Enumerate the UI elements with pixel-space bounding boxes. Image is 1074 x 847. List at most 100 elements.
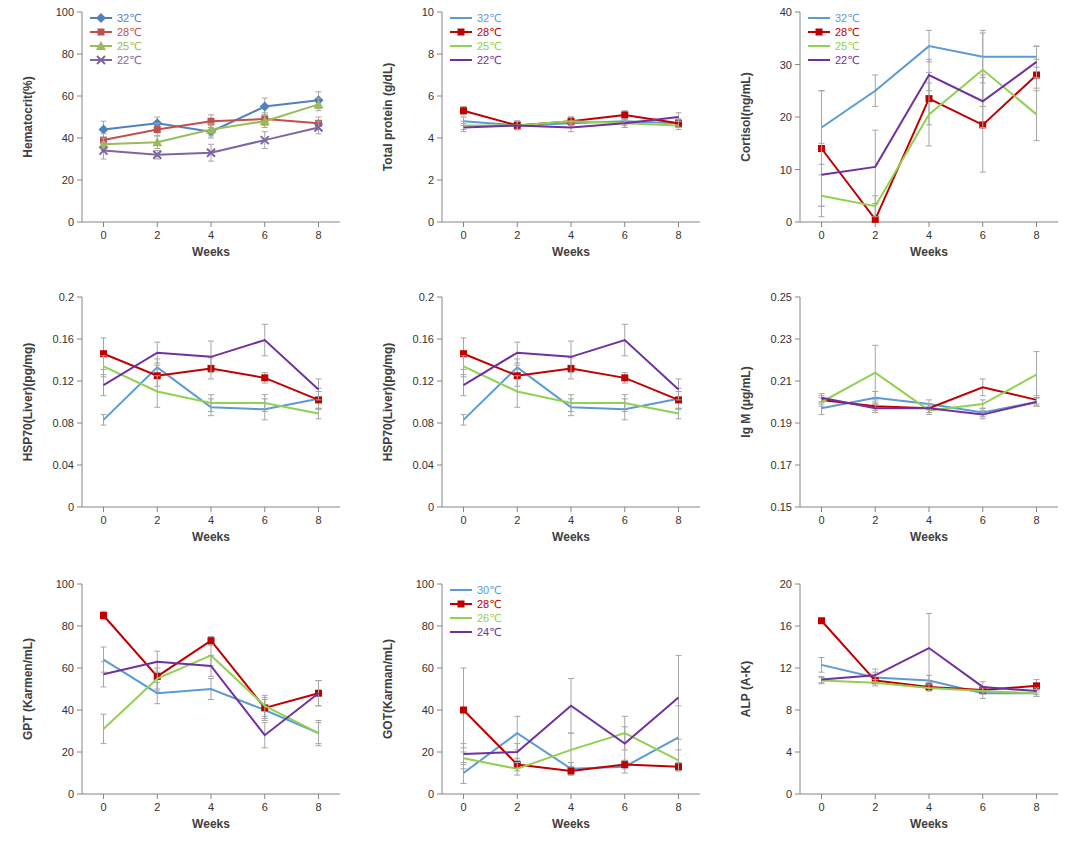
x-tick-label: 2 xyxy=(154,514,160,526)
y-tick xyxy=(437,626,442,627)
x-tick-label: 0 xyxy=(818,514,824,526)
series-line xyxy=(464,117,679,128)
error-cap xyxy=(154,672,160,673)
legend-label: 22℃ xyxy=(477,54,502,66)
marker xyxy=(261,136,269,144)
y-tick-label: 0.12 xyxy=(413,375,434,387)
marker xyxy=(818,617,825,624)
plot-area xyxy=(460,324,682,425)
error-cap xyxy=(819,683,825,684)
y-axis xyxy=(800,584,801,794)
error-cap xyxy=(819,90,825,91)
error-cap xyxy=(461,783,467,784)
panel: 0.150.170.190.210.230.2502468WeeksIg M (… xyxy=(739,291,1058,544)
error-cap xyxy=(208,415,214,416)
legend-marker xyxy=(98,29,105,36)
x-tick xyxy=(982,794,983,799)
x-axis-title: Weeks xyxy=(552,530,590,544)
error-cap xyxy=(1034,77,1040,78)
y-tick xyxy=(795,222,800,223)
error-cap xyxy=(926,30,932,31)
error-cap xyxy=(208,411,214,412)
y-axis-title: Total protein (g/dL) xyxy=(381,63,395,171)
y-tick xyxy=(77,465,82,466)
panel: 04812162002468WeeksALP (A-K) xyxy=(739,578,1058,831)
error-bar xyxy=(622,111,628,119)
y-tick xyxy=(795,423,800,424)
error-bar xyxy=(461,668,467,752)
y-axis-title: HSP70(Liver)(pg/mg) xyxy=(381,343,395,462)
error-cap xyxy=(262,114,268,115)
legend-label: 26℃ xyxy=(477,612,502,624)
error-cap xyxy=(154,117,160,118)
error-cap xyxy=(262,695,268,696)
error-cap xyxy=(101,138,107,139)
error-bar xyxy=(316,681,322,706)
error-cap xyxy=(101,743,107,744)
y-tick-label: 0.17 xyxy=(771,459,792,471)
error-cap xyxy=(514,407,520,408)
x-tick-label: 2 xyxy=(154,229,160,241)
y-tick-label: 0 xyxy=(68,788,74,800)
error-cap xyxy=(1034,46,1040,47)
legend-swatch xyxy=(450,45,472,47)
error-cap xyxy=(1034,696,1040,697)
x-tick-label: 8 xyxy=(675,514,681,526)
error-cap xyxy=(316,98,322,99)
x-tick xyxy=(821,222,822,227)
error-cap xyxy=(316,680,322,681)
x-tick xyxy=(1036,507,1037,512)
error-cap xyxy=(316,110,322,111)
error-cap xyxy=(461,374,467,375)
y-tick-label: 0.2 xyxy=(59,291,74,303)
error-cap xyxy=(514,129,520,130)
x-tick xyxy=(821,794,822,799)
error-cap xyxy=(262,383,268,384)
legend-swatch xyxy=(450,589,472,591)
y-tick-label: 0.04 xyxy=(53,459,74,471)
marker xyxy=(872,216,879,223)
error-cap xyxy=(208,138,214,139)
error-bar xyxy=(154,123,160,136)
legend-marker xyxy=(96,13,106,23)
x-tick-label: 2 xyxy=(872,514,878,526)
error-cap xyxy=(316,745,322,746)
error-cap xyxy=(872,345,878,346)
error-bar xyxy=(622,373,628,384)
x-tick xyxy=(211,222,212,227)
error-cap xyxy=(208,123,214,124)
marker xyxy=(208,118,215,125)
series-line xyxy=(822,62,1037,175)
error-cap xyxy=(262,747,268,748)
y-tick-label: 12 xyxy=(780,662,792,674)
error-cap xyxy=(262,355,268,356)
x-tick xyxy=(929,794,930,799)
error-cap xyxy=(926,145,932,146)
error-cap xyxy=(819,393,825,394)
error-cap xyxy=(819,682,825,683)
error-cap xyxy=(872,203,878,204)
x-tick xyxy=(103,794,104,799)
error-cap xyxy=(208,114,214,115)
error-bar xyxy=(622,760,628,773)
y-tick-label: 60 xyxy=(422,662,434,674)
error-cap xyxy=(622,119,628,120)
x-tick-label: 0 xyxy=(460,514,466,526)
x-axis-title: Weeks xyxy=(192,245,230,259)
error-cap xyxy=(1034,351,1040,352)
error-cap xyxy=(154,651,160,652)
x-tick-label: 8 xyxy=(1033,514,1039,526)
y-tick xyxy=(77,710,82,711)
y-tick xyxy=(795,668,800,669)
legend-label: 32℃ xyxy=(117,12,142,24)
error-bar xyxy=(208,637,214,645)
y-tick-label: 0.16 xyxy=(53,333,74,345)
error-cap xyxy=(101,133,107,134)
error-cap xyxy=(980,395,986,396)
error-cap xyxy=(461,414,467,415)
error-cap xyxy=(622,355,628,356)
y-tick xyxy=(437,297,442,298)
error-cap xyxy=(980,410,986,411)
error-cap xyxy=(872,402,878,403)
error-cap xyxy=(622,383,628,384)
